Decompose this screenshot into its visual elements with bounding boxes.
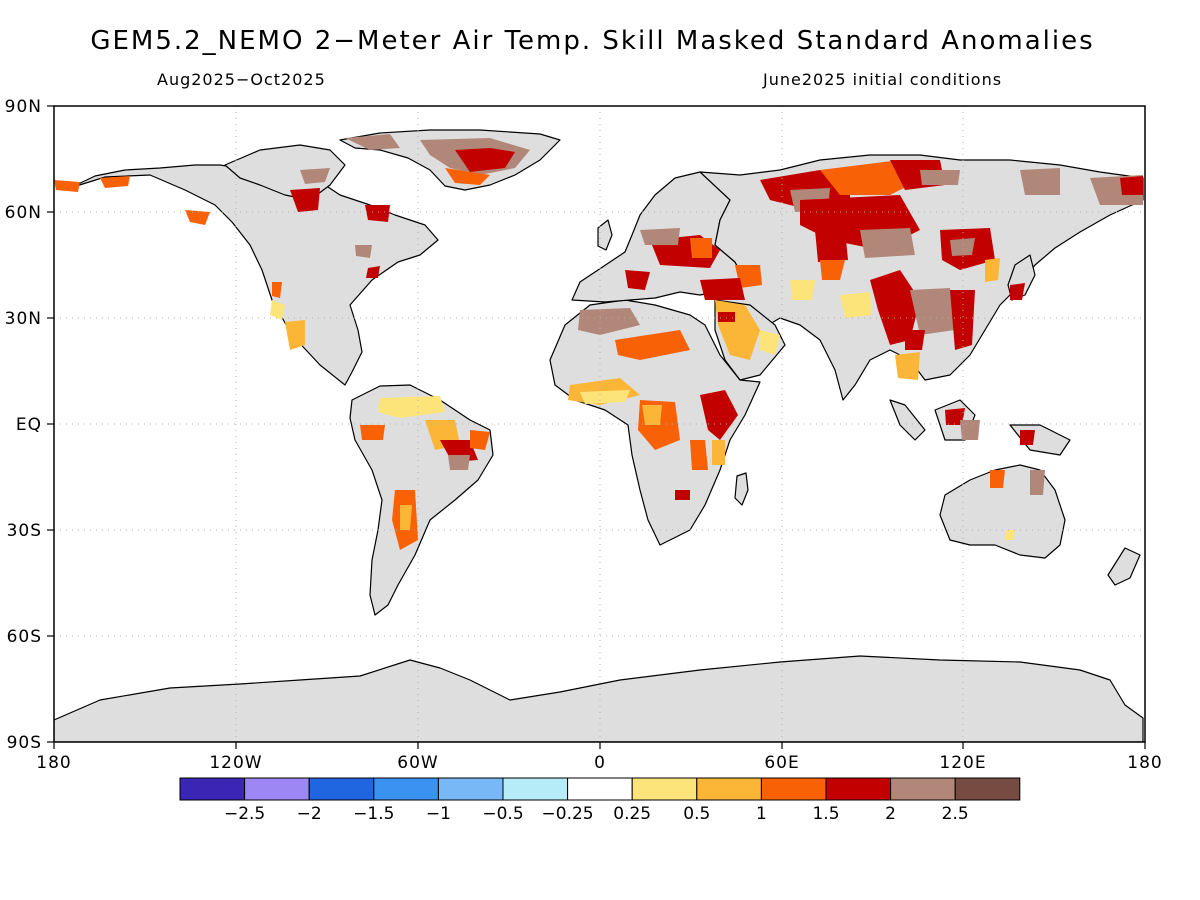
colorbar-label-7: 0.5	[683, 804, 710, 824]
colorbar-label-4: −0.5	[482, 804, 523, 824]
lon-label-5: 120E	[939, 753, 986, 773]
colorbar-label-10: 2	[885, 804, 896, 824]
colorbar-label-0: −2.5	[224, 804, 265, 824]
arctic-islands	[224, 144, 346, 201]
lat-label-4: 30S	[7, 521, 42, 541]
graticule	[54, 106, 1145, 742]
period-label: Aug2025−Oct2025	[157, 70, 326, 89]
colorbar-swatch-0	[179, 777, 246, 801]
colorbar-swatch-12	[954, 777, 1021, 801]
colorbar-swatch-1	[244, 777, 310, 801]
lon-label-6: 180	[1127, 753, 1162, 773]
colorbar-swatch-2	[308, 777, 375, 801]
lon-label-1: 120W	[209, 753, 262, 773]
colorbar-swatch-5	[502, 777, 569, 801]
tick-marks	[47, 105, 1146, 749]
lon-label-3: 0	[594, 753, 606, 773]
antarctica	[54, 655, 1144, 742]
lon-label-2: 60W	[397, 753, 438, 773]
lat-label-1: 60N	[5, 203, 42, 223]
lon-label-4: 60E	[764, 753, 799, 773]
british-isles	[597, 219, 613, 251]
lat-label-5: 60S	[7, 627, 42, 647]
colorbar-swatch-4	[437, 777, 504, 801]
colorbar-swatch-10	[825, 777, 892, 801]
colorbar-label-5: −0.25	[542, 804, 594, 824]
lon-label-0: 180	[36, 753, 71, 773]
colorbar-label-3: −1	[426, 804, 451, 824]
lat-label-3: EQ	[16, 415, 42, 435]
lat-label-6: 90S	[7, 733, 42, 753]
anomaly-patches	[54, 134, 1143, 550]
colorbar-swatch-6	[567, 777, 633, 801]
lat-label-0: 90N	[5, 97, 42, 117]
colorbar-swatch-11	[890, 777, 956, 801]
colorbar-label-2: −1.5	[353, 804, 394, 824]
colorbar-label-1: −2	[297, 804, 322, 824]
colorbar-label-11: 2.5	[942, 804, 969, 824]
longitude-labels: 180 120W 60W 0 60E 120E 180	[36, 753, 1162, 773]
new-zealand	[1107, 547, 1141, 586]
colorbar-label-8: 1	[756, 804, 767, 824]
madagascar	[734, 472, 749, 506]
colorbar-label-6: 0.25	[613, 804, 651, 824]
sumatra	[889, 399, 926, 441]
lat-label-2: 30N	[5, 309, 42, 329]
colorbar-swatch-7	[631, 777, 698, 801]
colorbar-swatch-3	[373, 777, 439, 801]
colorbar-label-9: 1.5	[812, 804, 839, 824]
map-title: GEM5.2_NEMO 2−Meter Air Temp. Skill Mask…	[90, 26, 1095, 56]
init-conditions-label: June2025 initial conditions	[763, 70, 1003, 89]
colorbar-swatches	[179, 777, 1021, 801]
colorbar-labels: −2.5 −2 −1.5 −1 −0.5 −0.25 0.25 0.5 1 1.5 2 2.5	[224, 804, 969, 824]
colorbar-swatch-9	[760, 777, 827, 801]
latitude-labels: 90N 60N 30N EQ 30S 60S 90S	[5, 97, 42, 753]
colorbar-swatch-8	[696, 777, 762, 801]
